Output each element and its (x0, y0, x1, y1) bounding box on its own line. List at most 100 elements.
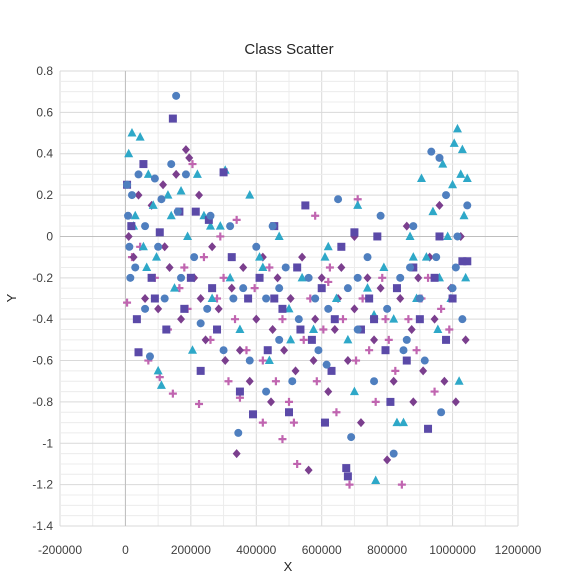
data-point-triangle (152, 252, 162, 261)
data-point-circle (141, 222, 150, 231)
data-point-square (342, 464, 351, 473)
x-tick-label: 600000 (302, 543, 342, 557)
data-point-triangle (392, 417, 402, 427)
x-tick-label: 200000 (171, 543, 211, 557)
data-point-triangle (205, 221, 215, 230)
data-point-diamond (196, 294, 205, 303)
data-point-square (343, 472, 352, 481)
data-point-circle (245, 356, 254, 365)
y-tick-label: -0.2 (32, 271, 53, 285)
data-point-square (278, 304, 287, 313)
data-point-circle (406, 263, 415, 272)
data-point-plus (345, 480, 354, 489)
data-point-diamond (252, 314, 261, 324)
data-point-square (255, 273, 264, 282)
data-point-circle (451, 263, 460, 272)
data-point-diamond (309, 356, 318, 366)
data-point-square (317, 284, 326, 293)
data-point-triangle (363, 283, 373, 292)
x-tick-labels: -200000 0 200000 400000 600000 800000 1000000 1… (38, 543, 542, 557)
data-point-diamond (141, 294, 150, 303)
data-point-square (191, 207, 200, 216)
data-point-diamond (317, 273, 326, 283)
data-point-triangle (448, 179, 458, 189)
data-point-plus (188, 160, 197, 169)
data-point-triangle (379, 262, 389, 271)
data-point-circle (448, 284, 457, 293)
data-point-square (458, 257, 467, 266)
data-point-plus (199, 253, 208, 262)
data-point-triangle (349, 386, 359, 396)
x-tick-label: 1000000 (429, 543, 476, 557)
data-point-plus (332, 408, 341, 417)
data-point-plus (445, 325, 454, 334)
data-points (123, 91, 472, 489)
data-point-diamond (268, 325, 277, 335)
data-point-triangle (459, 210, 469, 220)
data-point-triangle (176, 185, 186, 195)
data-point-diamond (435, 200, 444, 210)
data-point-diamond (383, 455, 392, 465)
data-point-square (293, 263, 302, 272)
data-point-square (370, 315, 379, 324)
data-point-plus (180, 263, 189, 272)
data-point-plus (195, 399, 204, 408)
data-point-triangle (142, 262, 152, 271)
data-point-plus (404, 315, 413, 324)
data-point-square (330, 315, 339, 324)
data-point-triangle (428, 206, 438, 216)
data-point-triangle (138, 241, 148, 251)
data-point-square (463, 257, 472, 266)
data-point-diamond (298, 252, 307, 262)
data-point-plus (437, 304, 446, 313)
data-point-square (442, 335, 451, 344)
data-point-square (307, 335, 316, 344)
data-point-triangle (433, 324, 443, 334)
y-tick-label: 0.8 (36, 64, 53, 78)
data-point-plus (285, 397, 293, 406)
data-point-circle (172, 91, 181, 100)
data-point-square (350, 228, 359, 237)
data-point-diamond (461, 335, 470, 345)
data-point-circle (275, 335, 284, 344)
data-point-diamond (324, 387, 333, 397)
data-point-circle (234, 428, 243, 437)
data-point-triangle (452, 123, 462, 133)
data-point-triangle (320, 252, 330, 261)
data-point-circle (311, 294, 320, 303)
data-point-square (373, 232, 382, 241)
data-point-circle (370, 377, 379, 386)
data-point-diamond (235, 345, 244, 355)
data-point-plus (430, 387, 439, 396)
data-point-diamond (245, 376, 254, 386)
data-point-plus (324, 277, 333, 286)
data-point-triangle (331, 293, 341, 302)
data-point-plus (397, 480, 406, 489)
data-point-square (285, 408, 293, 417)
data-point-square (186, 273, 195, 282)
data-point-circle (427, 147, 436, 156)
data-point-diamond (185, 153, 194, 163)
data-point-diamond (160, 242, 169, 252)
data-point-plus (384, 335, 393, 344)
series-diamond (124, 145, 470, 475)
data-point-square (296, 325, 305, 334)
data-point-circle (347, 433, 356, 442)
data-point-circle (442, 191, 451, 200)
data-point-triangle (235, 324, 245, 334)
data-point-circle (190, 253, 199, 262)
data-point-triangle (127, 128, 137, 137)
data-point-plus (325, 263, 334, 272)
data-point-triangle (258, 262, 268, 271)
data-point-circle (150, 174, 159, 183)
x-tick-label: 800000 (367, 543, 407, 557)
data-point-circle (124, 211, 133, 220)
data-point-square (365, 294, 374, 303)
data-point-circle (154, 242, 163, 251)
series-circle (123, 91, 472, 458)
data-point-circle (376, 211, 385, 220)
data-point-circle (402, 335, 411, 344)
data-point-square (132, 315, 141, 324)
y-tick-label: -1 (42, 436, 53, 450)
data-point-triangle (323, 241, 333, 251)
